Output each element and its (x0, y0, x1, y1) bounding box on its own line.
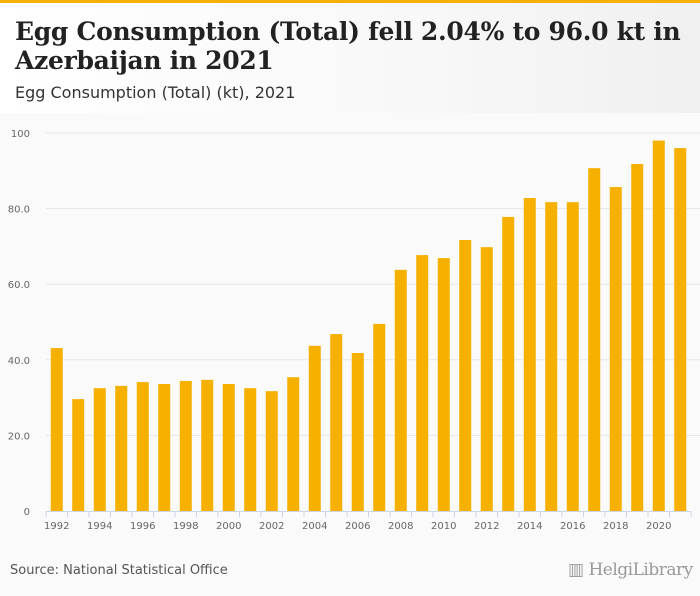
bar-1998 (179, 380, 192, 511)
bar-2008 (394, 269, 407, 511)
x-tick-label: 2008 (388, 521, 413, 532)
x-tick-label: 2018 (603, 521, 628, 532)
bar-1992 (50, 348, 63, 511)
bar-chart: 0 20.0 40.0 60.0 80.0 100 1992 1994 1996 1998 2000… (8, 129, 700, 532)
chart-subtitle: Egg Consumption (Total) (kt), 2021 (15, 83, 296, 102)
bar-2021 (674, 148, 687, 511)
x-tick-label: 2014 (517, 521, 542, 532)
logo-text: HelgiLibrary (588, 560, 693, 580)
bar-2004 (308, 345, 321, 511)
header: Egg Consumption (Total) fell 2.04% to 96… (0, 3, 700, 113)
y-tick-label: 0 (24, 507, 30, 518)
x-tick-label: 2002 (259, 521, 284, 532)
bar-2000 (222, 383, 235, 511)
bar-2009 (416, 255, 429, 511)
bar-1997 (158, 383, 171, 511)
bar-2014 (523, 198, 536, 511)
y-tick-label: 40.0 (8, 356, 30, 367)
x-tick-label: 2000 (216, 521, 241, 532)
bar-2001 (244, 388, 257, 511)
x-tick-label: 1998 (173, 521, 198, 532)
x-tick-label: 2012 (474, 521, 499, 532)
x-tick-label: 2006 (345, 521, 370, 532)
top-accent-bar (0, 0, 700, 3)
bar-2016 (566, 202, 579, 511)
bar-2003 (287, 377, 300, 511)
x-tick-label: 1996 (130, 521, 155, 532)
bar-2020 (652, 140, 665, 511)
x-tick-label: 2020 (646, 521, 671, 532)
x-tick-label: 2010 (431, 521, 456, 532)
bar-2012 (480, 247, 493, 511)
bar-2015 (545, 202, 558, 511)
y-tick-label: 80.0 (8, 205, 30, 216)
bar-2013 (502, 216, 515, 511)
x-tick-label: 2016 (560, 521, 585, 532)
source-note: Source: National Statistical Office (10, 563, 228, 578)
bar-2007 (373, 323, 386, 511)
chart-title: Egg Consumption (Total) fell 2.04% to 96… (15, 17, 681, 75)
bar-1999 (201, 379, 214, 511)
bar-1996 (136, 382, 149, 511)
bar-2017 (588, 168, 601, 511)
bar-1993 (72, 399, 85, 511)
bar-2006 (351, 352, 364, 511)
y-tick-label: 100 (11, 129, 30, 140)
bar-2011 (459, 239, 472, 511)
helgi-library-logo[interactable]: ▥ HelgiLibrary (568, 560, 693, 580)
bar-2002 (265, 391, 278, 511)
bar-2019 (631, 163, 644, 511)
bar-1994 (93, 388, 106, 511)
y-tick-label: 20.0 (8, 431, 30, 442)
bar-2010 (437, 258, 450, 511)
bar-2005 (330, 334, 343, 511)
x-tick-label: 1994 (87, 521, 112, 532)
bar-2018 (609, 187, 622, 511)
logo-icon: ▥ (568, 560, 589, 580)
x-tick-label: 2004 (302, 521, 327, 532)
bar-1995 (115, 385, 128, 511)
x-tick-label: 1992 (44, 521, 69, 532)
y-tick-label: 60.0 (8, 280, 30, 291)
